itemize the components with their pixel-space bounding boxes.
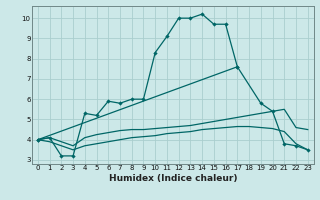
X-axis label: Humidex (Indice chaleur): Humidex (Indice chaleur) [108, 174, 237, 183]
